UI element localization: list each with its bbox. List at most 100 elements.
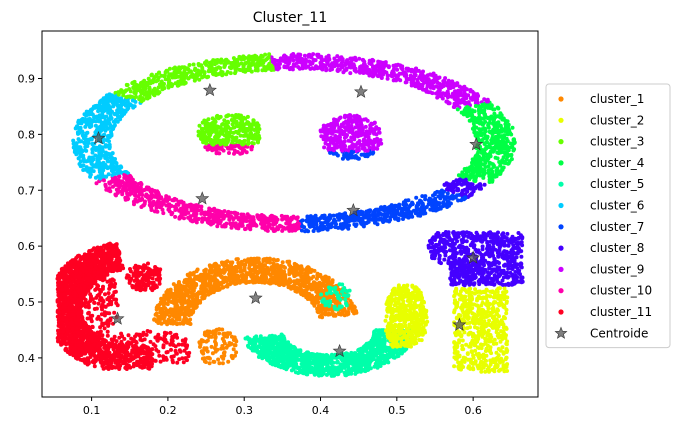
scatter-point bbox=[472, 124, 477, 129]
scatter-point bbox=[308, 214, 313, 219]
scatter-point bbox=[327, 129, 332, 134]
scatter-point bbox=[471, 189, 476, 194]
scatter-point bbox=[89, 110, 94, 115]
scatter-point bbox=[143, 187, 148, 192]
scatter-point bbox=[284, 215, 289, 220]
scatter-point bbox=[219, 57, 224, 62]
scatter-point bbox=[232, 125, 237, 130]
scatter-point bbox=[261, 214, 266, 219]
scatter-point bbox=[255, 56, 260, 61]
scatter-point bbox=[173, 208, 178, 212]
scatter-point bbox=[344, 66, 349, 71]
scatter-point bbox=[88, 174, 93, 179]
scatter-point bbox=[127, 87, 132, 91]
scatter-point bbox=[462, 167, 467, 171]
scatter-point bbox=[106, 172, 111, 177]
scatter-point bbox=[482, 171, 487, 176]
scatter-point bbox=[212, 123, 217, 128]
scatter-point bbox=[103, 182, 108, 187]
scatter-point bbox=[506, 127, 511, 132]
scatter-point bbox=[260, 224, 265, 229]
scatter-point bbox=[266, 224, 271, 229]
scatter-point bbox=[280, 228, 285, 233]
scatter-point bbox=[461, 174, 466, 179]
scatter-point bbox=[197, 72, 202, 77]
scatter-point bbox=[417, 75, 422, 79]
scatter-point bbox=[290, 67, 295, 72]
scatter-point bbox=[211, 72, 216, 77]
scatter-point bbox=[483, 135, 488, 140]
scatter-point bbox=[309, 221, 314, 226]
scatter-point bbox=[437, 75, 442, 80]
scatter-point bbox=[306, 54, 311, 59]
scatter-point bbox=[472, 128, 477, 133]
scatter-point bbox=[366, 218, 371, 223]
scatter-point bbox=[472, 166, 477, 171]
scatter-point bbox=[445, 195, 450, 200]
scatter-point bbox=[269, 218, 274, 223]
scatter-point bbox=[168, 72, 173, 77]
scatter-point bbox=[214, 208, 219, 213]
scatter-point bbox=[103, 103, 107, 108]
scatter-point bbox=[143, 91, 148, 96]
scatter-point bbox=[93, 115, 98, 120]
scatter-point bbox=[494, 168, 499, 173]
scatter-point bbox=[304, 228, 309, 233]
scatter-point bbox=[186, 76, 191, 81]
scatter-point bbox=[94, 147, 99, 152]
scatter-point bbox=[476, 116, 480, 121]
scatter-point bbox=[375, 146, 380, 151]
scatter-point bbox=[257, 60, 262, 65]
scatter-point bbox=[391, 78, 396, 83]
scatter-point bbox=[368, 208, 373, 213]
scatter-point bbox=[255, 129, 260, 134]
scatter-point bbox=[292, 223, 297, 228]
scatter-point bbox=[247, 54, 252, 59]
scatter-point bbox=[148, 196, 153, 201]
scatter-point bbox=[478, 128, 483, 133]
scatter-point bbox=[367, 131, 372, 136]
scatter-point bbox=[111, 171, 116, 176]
scatter-point bbox=[361, 58, 366, 63]
scatter-point bbox=[320, 66, 325, 71]
scatter-point bbox=[266, 55, 271, 60]
scatter-point bbox=[85, 144, 90, 149]
scatter-point bbox=[311, 57, 316, 62]
scatter-point bbox=[116, 178, 121, 183]
scatter-point bbox=[107, 135, 112, 139]
scatter-point bbox=[191, 62, 196, 67]
scatter-point bbox=[222, 209, 227, 214]
scatter-point bbox=[337, 126, 342, 131]
scatter-point bbox=[319, 56, 324, 61]
scatter-point bbox=[409, 83, 414, 88]
scatter-point bbox=[468, 88, 473, 92]
scatter-point bbox=[481, 175, 486, 180]
scatter-point bbox=[236, 139, 241, 144]
scatter-point bbox=[360, 146, 365, 151]
scatter-point bbox=[244, 215, 248, 220]
scatter-point bbox=[482, 142, 487, 146]
scatter-point bbox=[483, 128, 488, 133]
scatter-point bbox=[457, 84, 462, 89]
scatter-point bbox=[396, 206, 401, 211]
scatter-point bbox=[272, 58, 277, 62]
scatter-point bbox=[466, 185, 471, 190]
scatter-point bbox=[379, 207, 384, 212]
scatter-point bbox=[473, 155, 478, 160]
scatter-point bbox=[262, 220, 267, 225]
scatter-point bbox=[445, 191, 450, 196]
scatter-point bbox=[350, 128, 355, 133]
scatter-point bbox=[496, 106, 501, 111]
scatter-point bbox=[197, 123, 202, 128]
scatter-point bbox=[354, 69, 359, 74]
scatter-point bbox=[103, 96, 107, 101]
scatter-point bbox=[441, 200, 446, 205]
scatter-point bbox=[147, 85, 152, 90]
scatter-point bbox=[373, 207, 378, 212]
scatter-point bbox=[106, 110, 111, 115]
scatter-point bbox=[123, 173, 128, 178]
scatter-point bbox=[427, 196, 432, 201]
scatter-point bbox=[224, 72, 229, 77]
scatter-point bbox=[83, 124, 88, 129]
scatter-point bbox=[132, 193, 137, 197]
